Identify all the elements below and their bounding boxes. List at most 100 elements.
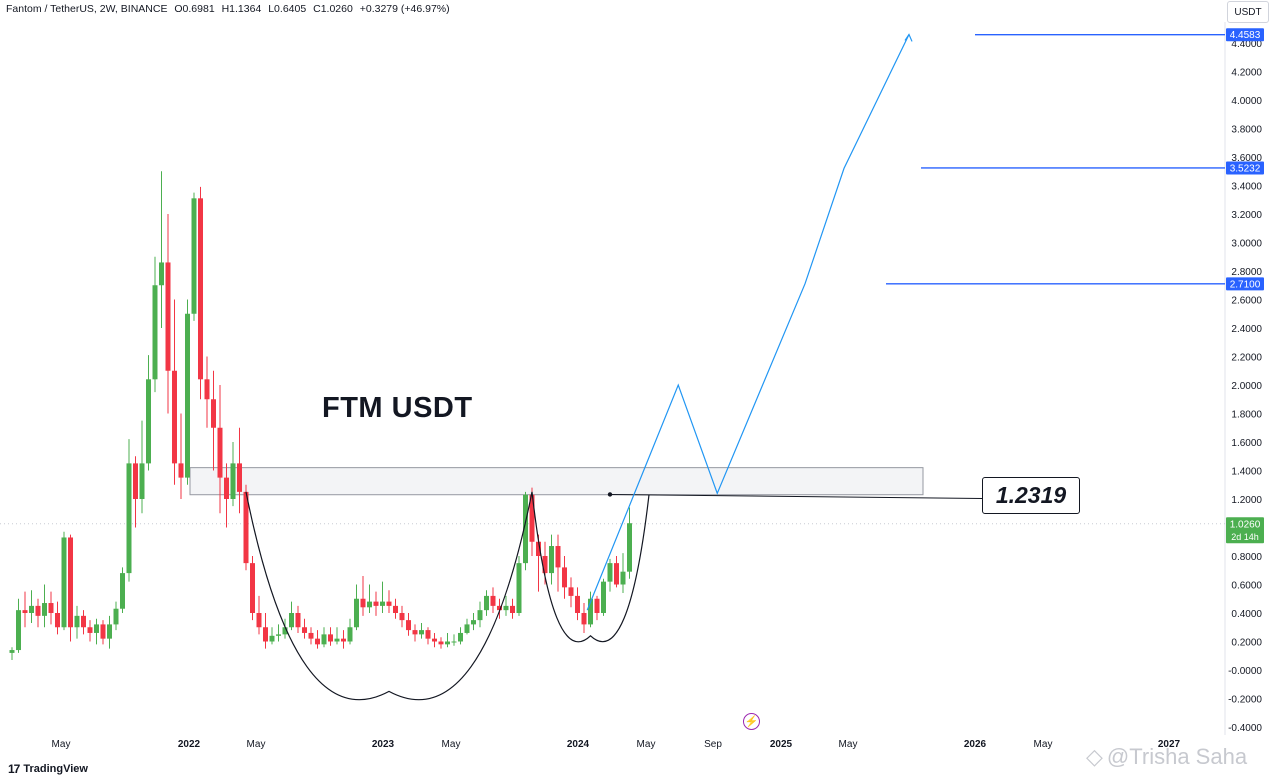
candle-body[interactable] (542, 556, 548, 574)
candle-body[interactable] (185, 313, 190, 478)
candle-body[interactable] (211, 399, 216, 428)
candle-body[interactable] (152, 285, 158, 380)
resistance-zone[interactable] (189, 467, 924, 496)
candle-body[interactable] (529, 494, 535, 542)
candle-body[interactable] (48, 603, 54, 613)
candle-body[interactable] (230, 463, 236, 499)
candle-body[interactable] (237, 463, 242, 492)
candle-body[interactable] (87, 627, 93, 633)
candle-body[interactable] (620, 571, 626, 585)
candle-body[interactable] (458, 632, 463, 642)
candle-body[interactable] (373, 601, 379, 606)
candle-body[interactable] (510, 605, 515, 613)
candle-body[interactable] (627, 523, 632, 572)
candle-body[interactable] (94, 624, 99, 633)
candle-body[interactable] (549, 546, 554, 574)
candle-body[interactable] (224, 477, 229, 499)
candle-body[interactable] (9, 650, 15, 653)
candle-body[interactable] (55, 613, 60, 628)
candle-body[interactable] (263, 627, 268, 642)
candle-body[interactable] (432, 638, 437, 642)
candle-body[interactable] (191, 198, 197, 314)
currency-button[interactable]: USDT (1227, 1, 1269, 23)
candle-body[interactable] (386, 601, 392, 606)
candle-body[interactable] (126, 463, 132, 574)
candle-body[interactable] (256, 613, 262, 628)
candle-body[interactable] (204, 379, 210, 400)
candle-body[interactable] (100, 624, 106, 639)
candle-body[interactable] (464, 624, 470, 633)
candle-body[interactable] (289, 613, 294, 628)
candle-body[interactable] (477, 610, 483, 621)
projection-path[interactable] (586, 34, 910, 611)
candle-body[interactable] (503, 605, 509, 611)
candle-body[interactable] (490, 595, 496, 606)
candle-body[interactable] (74, 615, 80, 628)
candle-body[interactable] (497, 605, 502, 611)
candle-body[interactable] (321, 634, 327, 645)
candle-body[interactable] (471, 620, 476, 625)
candle-body[interactable] (438, 641, 444, 645)
candle-body[interactable] (269, 635, 275, 642)
candle-body[interactable] (35, 605, 41, 616)
candle-body[interactable] (484, 595, 489, 611)
candle-body[interactable] (16, 610, 21, 651)
candle-body[interactable] (614, 563, 619, 585)
candle-body[interactable] (295, 613, 301, 628)
candle-body[interactable] (276, 634, 281, 636)
candle-body[interactable] (575, 595, 580, 613)
candle-body[interactable] (347, 627, 353, 642)
candle-body[interactable] (146, 379, 151, 464)
candle-body[interactable] (42, 603, 47, 616)
candle-body[interactable] (393, 605, 398, 613)
candle-body[interactable] (367, 601, 372, 608)
candle-body[interactable] (412, 630, 418, 635)
candle-body[interactable] (217, 427, 223, 478)
candle-body[interactable] (178, 463, 184, 478)
candle-body[interactable] (302, 627, 307, 633)
candle-body[interactable] (61, 537, 67, 628)
candle-body[interactable] (425, 630, 431, 639)
candle-body[interactable] (113, 608, 119, 625)
candle-body[interactable] (22, 610, 28, 613)
candle-body[interactable] (250, 563, 255, 613)
candle-body[interactable] (594, 598, 600, 613)
candle-body[interactable] (360, 598, 366, 608)
candle-body[interactable] (68, 537, 73, 628)
candle-body[interactable] (81, 615, 86, 628)
candle-body[interactable] (159, 262, 164, 286)
candle-body[interactable] (308, 632, 314, 639)
candle-body[interactable] (29, 605, 34, 613)
candle-body[interactable] (607, 563, 613, 582)
tradingview-logo[interactable]: 17 TradingView (8, 762, 88, 776)
candle-body[interactable] (120, 573, 125, 609)
candle-body[interactable] (399, 613, 405, 621)
candle-body[interactable] (588, 598, 593, 625)
candle-body[interactable] (419, 630, 424, 635)
candle-body[interactable] (165, 262, 171, 371)
candle-body[interactable] (380, 601, 385, 606)
candle-body[interactable] (581, 613, 587, 625)
lightning-icon[interactable]: ⚡ (743, 713, 760, 730)
candle-body[interactable] (198, 198, 203, 380)
candle-body[interactable] (516, 563, 522, 613)
candle-body[interactable] (601, 581, 606, 613)
candle-body[interactable] (451, 641, 457, 643)
candle-body[interactable] (568, 587, 574, 596)
candle-body[interactable] (315, 638, 320, 645)
candle-body[interactable] (523, 494, 528, 564)
candle-body[interactable] (341, 638, 346, 642)
candle-body[interactable] (445, 641, 450, 645)
candle-body[interactable] (406, 620, 411, 631)
candle-body[interactable] (133, 463, 138, 499)
candle-body[interactable] (328, 634, 333, 642)
candle-body[interactable] (107, 624, 112, 639)
candle-body[interactable] (536, 541, 541, 556)
candle-body[interactable] (282, 627, 288, 635)
candle-body[interactable] (334, 638, 340, 642)
candle-body[interactable] (354, 598, 359, 628)
candle-body[interactable] (555, 546, 561, 568)
candle-body[interactable] (243, 491, 249, 564)
candle-body[interactable] (562, 567, 567, 588)
